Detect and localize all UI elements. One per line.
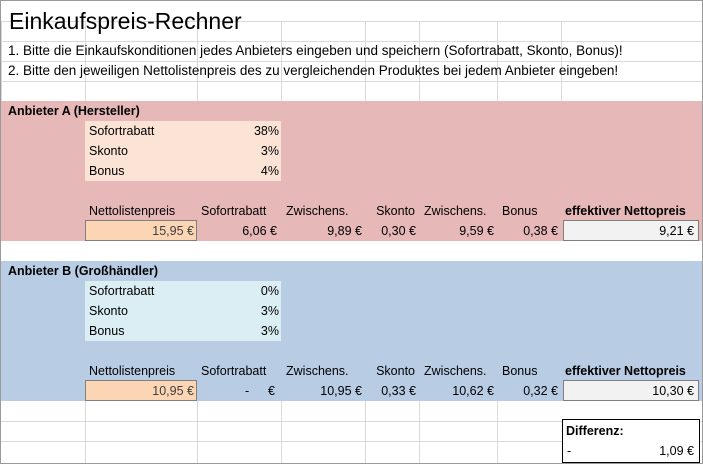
vendor-a-price-input[interactable] <box>85 220 197 241</box>
column-divider <box>365 401 366 463</box>
vendor-a-bonus-label: Bonus <box>89 164 125 178</box>
vendor-a-skonto-amount: 0,30 € <box>381 224 416 238</box>
vendor-b-sofortrabatt-value[interactable]: 0% <box>260 284 279 298</box>
vendor-b-title: Anbieter B (Großhändler) <box>8 264 159 278</box>
vendor-b-sofortrabatt-euro: € <box>268 384 275 398</box>
vendor-b-header-effektiv: effektiver Nettopreis <box>565 364 686 378</box>
vendor-a-sofortrabatt-label: Sofortrabatt <box>89 124 155 138</box>
vendor-b-zwischens-amount: 10,95 € <box>320 384 362 398</box>
vendor-a-header-bonus: Bonus <box>502 204 538 218</box>
vendor-a-result-box <box>563 220 699 241</box>
vendor-a-bonus-value[interactable]: 4% <box>260 164 279 178</box>
vendor-a-bonus-amount: 0,38 € <box>523 224 558 238</box>
vendor-b-price-input[interactable] <box>85 380 197 401</box>
vendor-b-nettolistenpreis-value[interactable]: 10,95 € <box>152 384 194 398</box>
vendor-a-sofortrabatt-value[interactable]: 38% <box>253 124 279 138</box>
difference-label: Differenz: <box>566 424 624 438</box>
difference-box <box>562 419 700 463</box>
row-divider <box>1 441 702 442</box>
vendor-b-header-nettolistenpreis: Nettolistenpreis <box>89 364 176 378</box>
vendor-b-sofortrabatt-dash: - <box>245 384 250 398</box>
vendor-b-bonus-label: Bonus <box>89 324 125 338</box>
vendor-a-skonto-label: Skonto <box>89 144 128 158</box>
difference-value: 1,09 € <box>659 444 694 458</box>
title-row <box>1 1 702 21</box>
vendor-b-result-box <box>563 380 699 401</box>
vendor-a-zwischens-2-amount: 9,59 € <box>459 224 494 238</box>
column-divider <box>197 401 198 463</box>
vendor-a-header-zwischens: Zwischens. <box>286 204 349 218</box>
instruction-1: 1. Bitte die Einkaufskonditionen jedes A… <box>8 43 623 58</box>
vendor-b-header-zwischens: Zwischens. <box>286 364 349 378</box>
vendor-a-header-effektiv: effektiver Nettopreis <box>565 204 686 218</box>
vendor-b-bonus-value[interactable]: 3% <box>260 324 279 338</box>
difference-sign: - <box>567 444 572 458</box>
vendor-a-header-zwischens-2: Zwischens. <box>424 204 487 218</box>
instruction-2: 2. Bitte den jeweiligen Nettolistenpreis… <box>8 63 619 78</box>
vendor-a-title: Anbieter A (Hersteller) <box>8 104 140 118</box>
vendor-b-conditions-panel <box>85 281 281 341</box>
vendor-b-header-zwischens-2: Zwischens. <box>424 364 487 378</box>
vendor-a-zwischens-amount: 9,89 € <box>327 224 362 238</box>
vendor-b-bonus-amount: 0,32 € <box>523 384 558 398</box>
vendor-b-header-skonto: Skonto <box>376 364 415 378</box>
vendor-a-header-nettolistenpreis: Nettolistenpreis <box>89 204 176 218</box>
vendor-a-header-sofortrabatt: Sofortrabatt <box>201 204 267 218</box>
vendor-b-skonto-label: Skonto <box>89 304 128 318</box>
vendor-b-zwischens-2-amount: 10,62 € <box>452 384 494 398</box>
vendor-b-header-bonus: Bonus <box>502 364 538 378</box>
column-divider <box>497 401 498 463</box>
vendor-a-skonto-value[interactable]: 3% <box>260 144 279 158</box>
column-divider <box>419 401 420 463</box>
vendor-b-effektiv-value: 10,30 € <box>652 384 694 398</box>
page-title: Einkaufspreis-Rechner <box>9 8 242 34</box>
vendor-a-sofortrabatt-amount: 6,06 € <box>242 224 277 238</box>
row-divider <box>1 421 702 422</box>
spacer-row <box>1 241 702 261</box>
vendor-b-sofortrabatt-label: Sofortrabatt <box>89 284 155 298</box>
vendor-b-header-sofortrabatt: Sofortrabatt <box>201 364 267 378</box>
vendor-a-header-skonto: Skonto <box>376 204 415 218</box>
vendor-b-skonto-amount: 0,33 € <box>381 384 416 398</box>
vendor-a-effektiv-value: 9,21 € <box>659 224 694 238</box>
vendor-b-skonto-value[interactable]: 3% <box>260 304 279 318</box>
vendor-a-conditions-panel <box>85 121 281 181</box>
vendor-a-nettolistenpreis-value[interactable]: 15,95 € <box>152 224 194 238</box>
column-divider <box>281 401 282 463</box>
column-divider <box>85 401 86 463</box>
